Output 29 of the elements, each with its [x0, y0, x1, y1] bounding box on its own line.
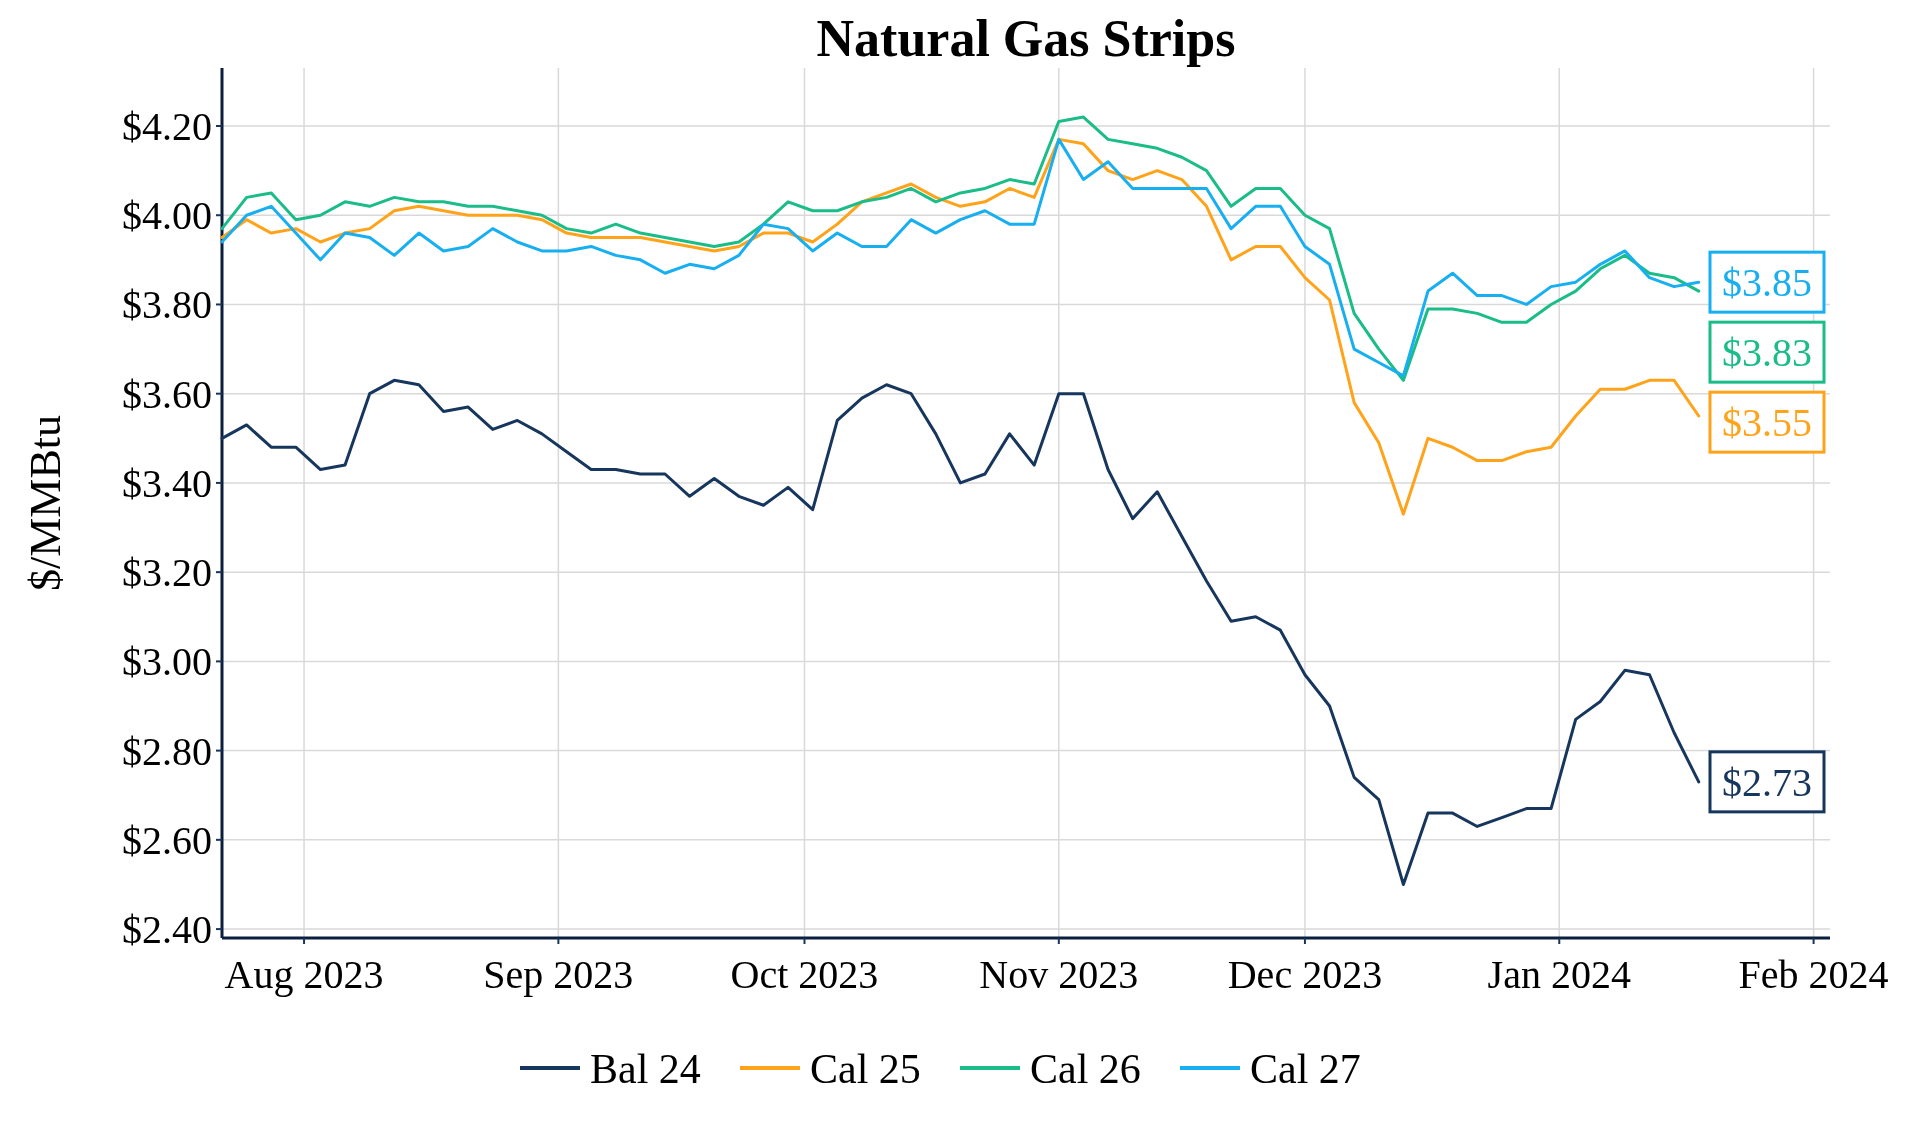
legend-label: Cal 26: [1030, 1045, 1141, 1092]
y-axis-title: $/MMBtu: [21, 414, 70, 592]
y-tick-label: $2.40: [122, 907, 212, 953]
legend-label: Cal 25: [810, 1045, 921, 1092]
x-tick-label: Aug 2023: [224, 952, 384, 997]
y-tick-label: $3.40: [122, 460, 212, 506]
x-tick-label: Dec 2023: [1227, 952, 1383, 997]
y-tick-label: $3.00: [122, 639, 212, 685]
data-label: $3.83: [1722, 330, 1812, 376]
line-series: [220, 137, 1701, 516]
x-tick-label: Sep 2023: [483, 952, 634, 997]
data-label: $3.85: [1722, 260, 1812, 306]
line-series: [220, 378, 1701, 886]
y-tick-label: $3.60: [122, 371, 212, 417]
y-tick-label: $2.80: [122, 728, 212, 774]
y-tick-label: $4.00: [122, 193, 212, 239]
x-tick-label: Nov 2023: [979, 952, 1139, 997]
x-tick-label: Jan 2024: [1487, 952, 1631, 997]
chart-title: Natural Gas Strips: [816, 10, 1236, 67]
x-tick-label: Oct 2023: [730, 952, 879, 997]
y-tick-label: $3.20: [122, 550, 212, 596]
y-tick-label: $3.80: [122, 282, 212, 328]
data-label: $3.55: [1722, 400, 1812, 446]
legend-label: Cal 27: [1250, 1045, 1361, 1092]
data-label: $2.73: [1722, 759, 1812, 805]
x-tick-label: Feb 2024: [1738, 952, 1889, 997]
legend-label: Bal 24: [590, 1045, 701, 1092]
y-tick-label: $4.20: [122, 104, 212, 149]
y-tick-label: $2.60: [122, 817, 212, 863]
